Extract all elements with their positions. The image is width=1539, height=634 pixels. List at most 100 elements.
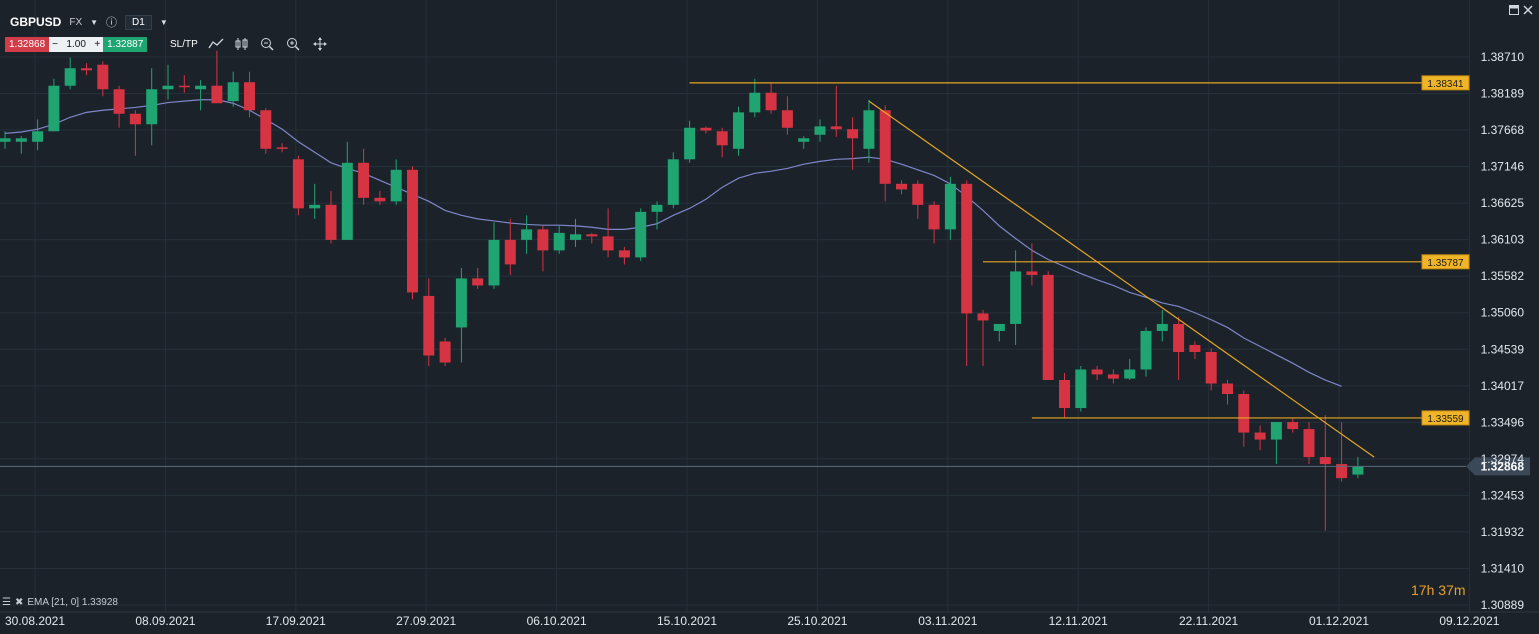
info-icon[interactable]: ⓘ — [106, 17, 118, 29]
candle — [1254, 425, 1266, 451]
plus-icon[interactable]: + — [94, 39, 101, 50]
minimize-icon[interactable] — [1509, 5, 1519, 15]
price-tick-label: 1.34539 — [1481, 342, 1525, 356]
drawings-layer: 1.38341 1.35787 1.33559 1.32868 — [0, 75, 1530, 476]
candle-body — [64, 68, 76, 86]
candle — [260, 108, 272, 154]
ema-line — [4, 99, 1342, 387]
chevron-down-icon[interactable]: ▼ — [159, 17, 168, 27]
candlestick-icon[interactable] — [234, 37, 250, 51]
candle-body — [292, 159, 304, 209]
candle-body — [1124, 369, 1136, 379]
candle — [537, 225, 549, 272]
move-icon[interactable] — [312, 37, 328, 51]
candle-body — [1156, 323, 1168, 331]
settings-icon[interactable]: ☰ — [2, 597, 11, 608]
candle-body — [814, 126, 826, 135]
candle-body — [162, 85, 174, 90]
candle — [113, 85, 125, 128]
sell-button[interactable]: 1.32868 — [5, 37, 50, 52]
candle — [15, 136, 27, 154]
date-tick-label: 27.09.2021 — [396, 614, 456, 628]
candle — [390, 159, 402, 205]
candle — [651, 201, 663, 230]
candle — [227, 71, 239, 107]
quantity-value[interactable]: 1.00 — [66, 39, 86, 50]
candle-body — [97, 64, 109, 90]
price-axis: 1.38710 1.38189 1.37668 1.37146 1.36625 1.361… — [1481, 50, 1525, 612]
candle-body — [1075, 369, 1087, 409]
candle-body — [602, 236, 614, 251]
date-tick-label: 03.11.2021 — [918, 614, 977, 628]
zoom-out-icon[interactable] — [260, 37, 276, 51]
candle-body — [1010, 271, 1022, 324]
candle — [993, 323, 1005, 342]
price-tick-label: 1.38710 — [1481, 50, 1525, 64]
candle — [129, 110, 141, 156]
candle — [1319, 415, 1331, 531]
candle-body — [1173, 323, 1185, 352]
candle — [521, 215, 533, 254]
close-icon[interactable]: ✖ — [14, 597, 24, 608]
trendline — [868, 100, 1375, 458]
candle — [325, 190, 337, 244]
candle-body — [896, 183, 907, 190]
candle — [896, 180, 907, 195]
sltp-button[interactable]: SL/TP — [170, 38, 198, 50]
candle-body — [276, 147, 288, 149]
symbol-name[interactable]: GBPUSD — [10, 15, 62, 29]
candle — [830, 85, 842, 137]
buy-button[interactable]: 1.32887 — [103, 37, 148, 52]
candle-body — [358, 162, 370, 198]
price-tick-label: 1.38189 — [1481, 87, 1525, 101]
window-controls — [1509, 5, 1533, 15]
candle — [423, 278, 435, 366]
candle — [1287, 418, 1299, 433]
candle-body — [32, 131, 44, 142]
candle — [716, 127, 728, 158]
close-window-icon[interactable] — [1523, 5, 1533, 15]
level-price-label: 1.38341 — [1427, 79, 1464, 90]
candle-body — [374, 197, 386, 202]
candle — [798, 136, 810, 149]
candle — [211, 50, 223, 104]
candle-body — [472, 278, 484, 286]
chevron-down-icon[interactable]: ▼ — [90, 17, 99, 27]
candle-body — [1059, 380, 1070, 409]
price-tick-label: 1.36625 — [1481, 196, 1525, 210]
candle — [276, 143, 288, 153]
candle — [195, 80, 207, 111]
candle — [961, 180, 973, 366]
price-tick-label: 1.31410 — [1481, 561, 1525, 575]
zoom-in-icon[interactable] — [286, 37, 302, 51]
candle-body — [928, 204, 940, 230]
candle-body — [1319, 457, 1331, 465]
candle-body — [667, 159, 679, 205]
candle — [586, 232, 598, 244]
candle — [1336, 422, 1348, 482]
level-price-tag — [1421, 75, 1470, 91]
quantity-stepper[interactable]: − 1.00 + — [49, 37, 104, 52]
candle — [504, 218, 516, 275]
candle — [1238, 390, 1250, 447]
candle-body — [0, 138, 11, 142]
time-axis: 30.08.2021 08.09.2021 17.09.2021 27.09.2021… — [0, 611, 1539, 628]
line-chart-icon[interactable] — [208, 37, 224, 51]
candle — [553, 225, 565, 254]
level-price-label: 1.35787 — [1427, 258, 1464, 269]
level-price-label: 1.33559 — [1427, 414, 1464, 425]
candle-body — [1238, 394, 1250, 433]
candle-body — [1270, 422, 1282, 440]
candle-body — [879, 110, 891, 184]
candle-body — [1254, 432, 1266, 440]
timeframe-select[interactable]: D1 — [125, 14, 152, 30]
candle — [765, 82, 777, 114]
market-label[interactable]: FX — [69, 16, 83, 28]
candle — [64, 57, 76, 90]
minus-icon[interactable]: − — [52, 39, 58, 50]
candle — [407, 166, 418, 300]
candle-body — [570, 234, 581, 240]
candle — [48, 78, 60, 132]
candle-body — [48, 85, 60, 132]
